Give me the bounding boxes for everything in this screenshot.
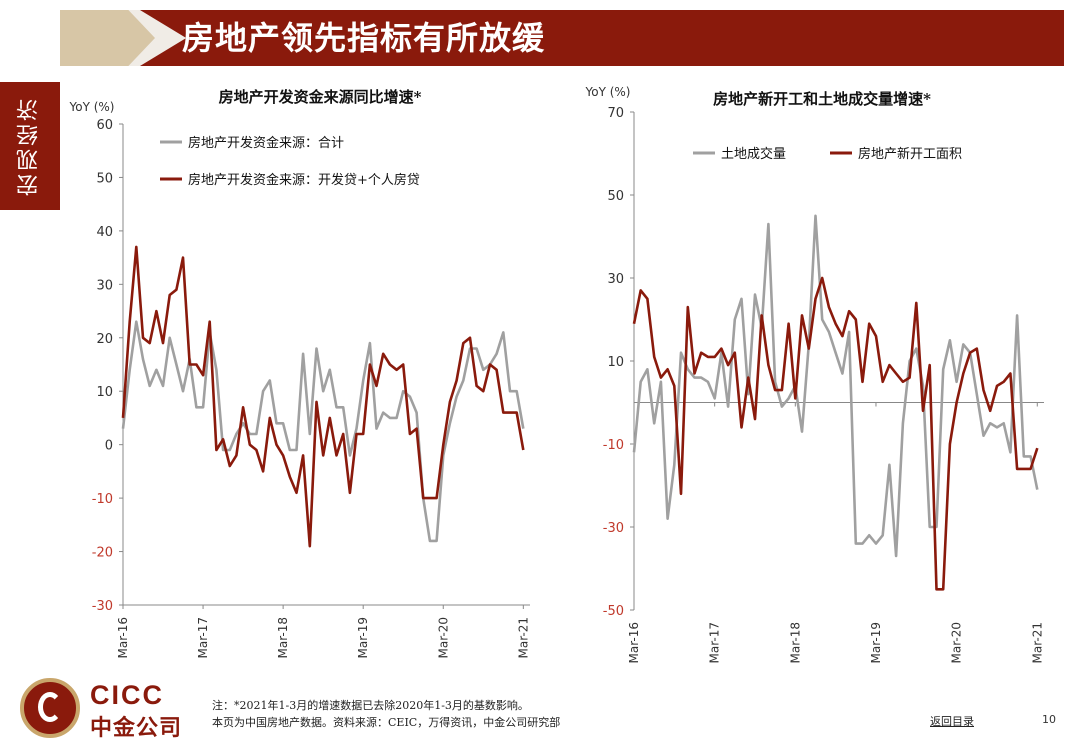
y-tick-label: -30: [92, 599, 113, 614]
y-tick-label: 30: [607, 272, 624, 287]
source-note: 本页为中国房地产数据。资料来源：CEIC，万得资讯，中金公司研究部: [212, 716, 561, 729]
x-tick-label: Mar-16: [116, 617, 130, 658]
page-number: 10: [1042, 713, 1056, 726]
x-tick-label: Mar-19: [356, 617, 370, 658]
x-tick-label: Mar-17: [708, 622, 722, 663]
y-tick-label: 10: [96, 385, 113, 400]
y-tick-label: 50: [607, 189, 624, 204]
cicc-logo: CICC 中金公司: [20, 678, 200, 741]
y-tick-label: -20: [92, 546, 113, 561]
series-line-red: [632, 276, 1039, 591]
y-tick-label: 30: [96, 278, 113, 293]
starts-land-chart: 房地产新开工和土地成交量增速* YoY (%) 70 50 30 10 -10 -30 -5…: [585, 85, 1045, 663]
chart-title: 房地产新开工和土地成交量增速*: [713, 90, 931, 108]
y-tick-label: 20: [96, 332, 113, 347]
x-tick-label: Mar-16: [627, 622, 641, 663]
x-tick-label: Mar-21: [1030, 622, 1044, 663]
y-tick-label: 50: [96, 171, 113, 186]
y-axis-label: YoY (%): [585, 85, 631, 99]
page-title: 房地产领先指标有所放缓: [182, 19, 546, 57]
y-tick-label: -10: [603, 438, 624, 453]
y-tick-label: 60: [96, 118, 113, 133]
y-tick-label: -50: [603, 604, 624, 619]
logo-text-en: CICC: [90, 680, 164, 710]
chart-title: 房地产开发资金来源同比增速*: [219, 88, 422, 106]
y-axis-label: YoY (%): [69, 100, 115, 114]
y-tick-label: -30: [603, 521, 624, 536]
funding-growth-chart: 房地产开发资金来源同比增速* YoY (%) 60 50 40 30 20 10 0 -10 -…: [69, 88, 531, 658]
series-line-gray: [632, 214, 1039, 558]
legend-label: 房地产新开工面积: [858, 146, 962, 162]
footnote: 注：*2021年1-3月的增速数据已去除2020年1-3月的基数影响。: [212, 699, 529, 712]
x-tick-label: Mar-21: [516, 617, 530, 658]
title-banner-red: [140, 10, 1064, 66]
y-tick-label: -10: [92, 492, 113, 507]
x-tick-label: Mar-18: [276, 617, 290, 658]
series-line-red: [121, 245, 525, 548]
section-tab: [0, 82, 60, 210]
x-tick-label: Mar-20: [436, 617, 450, 658]
y-tick-label: 40: [96, 225, 113, 240]
cicc-logo-mark: [38, 692, 62, 722]
x-tick-label: Mar-18: [788, 622, 802, 663]
x-tick-label: Mar-20: [950, 622, 964, 663]
logo-text-cn: 中金公司: [90, 716, 183, 741]
legend-label: 土地成交量: [721, 146, 786, 162]
x-tick-label: Mar-17: [196, 617, 210, 658]
legend-label: 房地产开发资金来源：开发贷+个人房贷: [188, 172, 420, 188]
back-to-contents-link[interactable]: 返回目录: [930, 715, 974, 728]
y-tick-label: 10: [607, 355, 624, 370]
y-tick-label: 70: [607, 106, 624, 121]
legend-label: 房地产开发资金来源：合计: [188, 135, 344, 151]
y-tick-label: 0: [105, 439, 113, 454]
x-tick-label: Mar-19: [869, 622, 883, 663]
